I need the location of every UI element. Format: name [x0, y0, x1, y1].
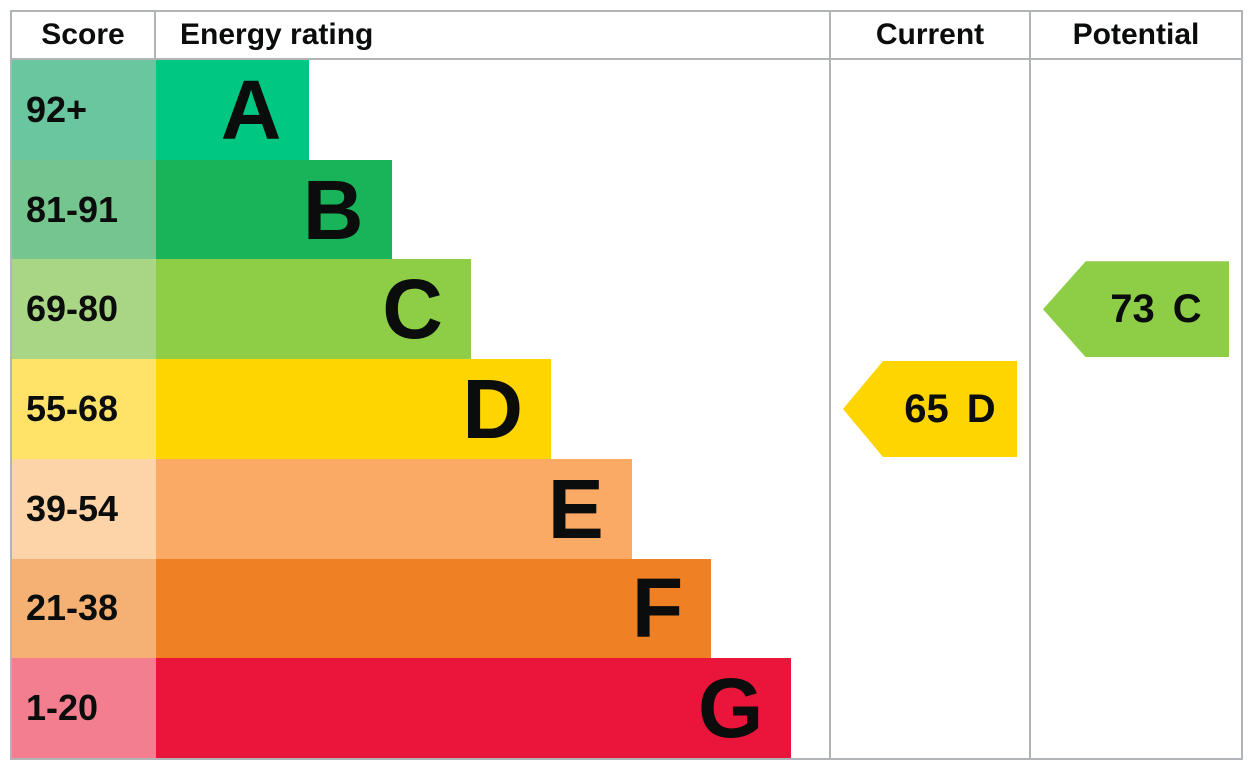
current-cell	[831, 558, 1031, 659]
current-cell	[831, 259, 1031, 360]
band-score-range: 1-20	[12, 658, 156, 758]
band-rating-cell: D	[156, 359, 831, 459]
current-rating-arrow: 65 D	[843, 360, 1017, 457]
band-bar: C	[156, 259, 471, 360]
band-letter: A	[220, 62, 282, 157]
band-bar: E	[156, 458, 632, 559]
score-column-header: Score	[12, 12, 156, 60]
band-letter: G	[697, 661, 764, 756]
band-score-range: 55-68	[12, 359, 156, 459]
current-cell	[831, 458, 1031, 559]
current-cell	[831, 159, 1031, 260]
band-rating-cell: C	[156, 259, 831, 360]
band-bar: B	[156, 159, 392, 260]
band-rating-cell: A	[156, 60, 831, 160]
band-letter: D	[462, 361, 524, 456]
current-cell	[831, 60, 1031, 160]
band-rating-cell: G	[156, 658, 831, 758]
band-rating-cell: F	[156, 558, 831, 659]
band-bar: D	[156, 359, 552, 459]
current-rating-arrow-value: 65	[904, 386, 949, 431]
band-letter: C	[382, 262, 443, 357]
current-column-header: Current	[831, 12, 1031, 60]
band-letter: E	[547, 461, 604, 556]
potential-column-header: Potential	[1031, 12, 1241, 60]
potential-cell	[1031, 559, 1241, 659]
band-bar: A	[156, 60, 310, 160]
current-cell	[831, 658, 1031, 758]
potential-cell	[1031, 459, 1241, 559]
potential-cell: 73 C	[1031, 259, 1241, 359]
band-bar: F	[156, 558, 712, 659]
potential-cell	[1031, 160, 1241, 260]
current-cell: 65 D	[831, 359, 1031, 459]
band-score-range: 92+	[12, 60, 156, 160]
potential-rating-arrow-value: 73	[1110, 287, 1155, 332]
current-rating-arrow-letter: D	[966, 386, 996, 431]
energy-rating-column-header: Energy rating	[156, 12, 831, 60]
band-letter: B	[302, 162, 364, 257]
band-score-range: 21-38	[12, 558, 156, 659]
band-rating-cell: E	[156, 458, 831, 559]
potential-rating-arrow: 73 C	[1043, 261, 1229, 358]
band-score-range: 39-54	[12, 458, 156, 559]
potential-cell	[1031, 60, 1241, 160]
band-score-range: 69-80	[12, 259, 156, 360]
potential-cell	[1031, 658, 1241, 758]
band-letter: F	[631, 561, 684, 656]
band-score-range: 81-91	[12, 159, 156, 260]
band-rating-cell: B	[156, 159, 831, 260]
band-bar: G	[156, 658, 792, 758]
potential-cell	[1031, 359, 1241, 459]
potential-rating-arrow-letter: C	[1172, 287, 1202, 332]
epc-rating-chart: Score Energy rating Current Potential 92…	[10, 10, 1243, 760]
